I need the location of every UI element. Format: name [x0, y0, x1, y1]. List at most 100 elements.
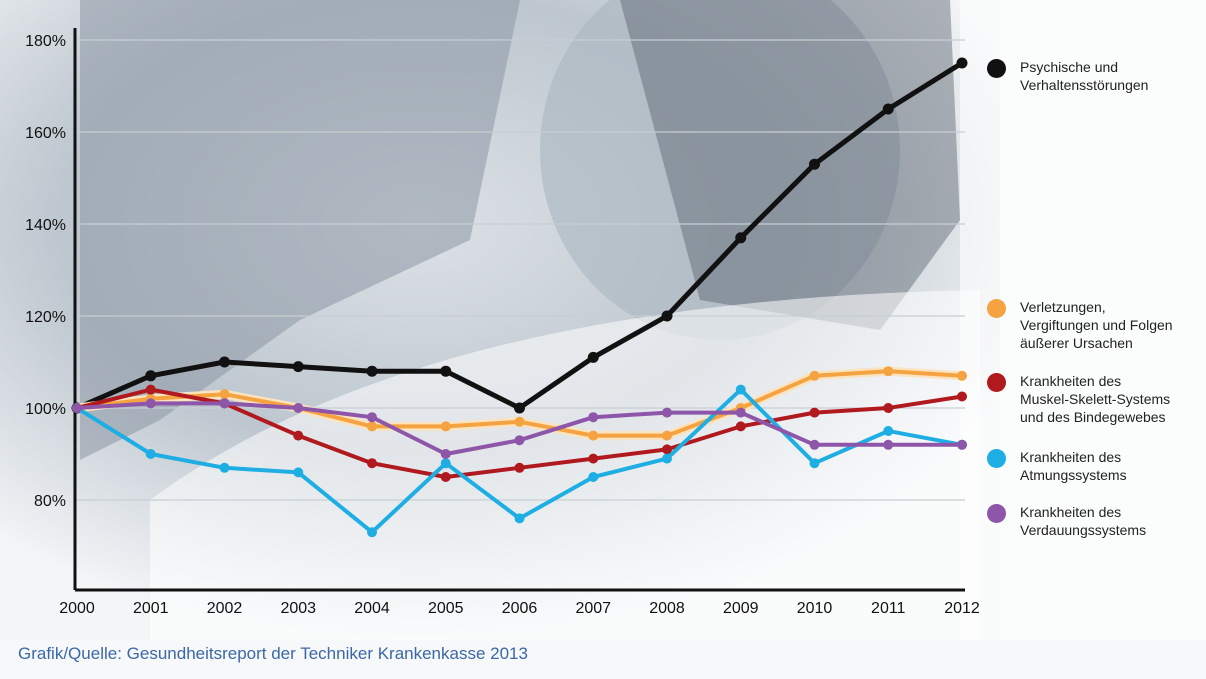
x-tick-label: 2001 — [133, 600, 169, 617]
y-tick-label: 160% — [25, 125, 66, 142]
legend-label: Krankheiten des Verdauungssystems — [1020, 504, 1147, 538]
x-tick-label: 2009 — [723, 600, 759, 617]
data-point — [662, 453, 672, 464]
series-2 — [72, 366, 967, 441]
data-point — [662, 444, 672, 455]
data-point — [367, 527, 377, 538]
y-tick-label: 100% — [25, 401, 66, 418]
series-line — [76, 60, 964, 411]
y-tick-label: 80% — [34, 493, 66, 510]
source-caption: Grafik/Quelle: Gesundheitsreport der Tec… — [18, 644, 528, 663]
data-point — [735, 384, 746, 395]
x-tick-label: 2003 — [280, 600, 316, 617]
data-point — [366, 365, 378, 377]
series-4 — [72, 384, 967, 538]
legend-label: Psychische und Verhaltensstörungen — [1020, 59, 1149, 93]
grid-lines — [75, 39, 965, 501]
legend-marker — [987, 59, 1006, 78]
data-point — [219, 462, 230, 473]
data-point — [145, 449, 156, 459]
x-tick-label: 2006 — [502, 600, 538, 617]
x-tick-label: 2007 — [575, 600, 611, 617]
y-tick-labels: 80% 100% 120% 140% 160% 180% — [25, 33, 66, 510]
data-point — [662, 430, 672, 441]
x-tick-label: 2004 — [354, 600, 390, 617]
data-point — [588, 412, 599, 423]
legend-marker — [987, 373, 1006, 392]
legend-label: Verletzungen, Vergiftungen und Folgen äu… — [1020, 299, 1173, 351]
y-tick-label: 180% — [25, 33, 66, 50]
x-tick-label: 2005 — [428, 600, 464, 617]
axes — [73, 28, 965, 592]
y-tick-label: 140% — [25, 217, 66, 234]
data-point — [588, 430, 599, 441]
x-tick-label: 2000 — [59, 600, 95, 617]
data-point — [883, 366, 894, 377]
data-point — [661, 310, 673, 322]
series-5 — [72, 398, 967, 459]
data-point — [809, 370, 820, 381]
data-point — [219, 389, 230, 400]
x-tick-labels: 2000 2001 2002 2003 2004 2005 2006 2007 2008 2009… — [59, 600, 980, 617]
data-point — [883, 439, 894, 450]
legend-marker — [987, 299, 1006, 318]
legend-marker — [987, 504, 1006, 523]
data-point — [883, 426, 894, 436]
data-point — [72, 403, 82, 413]
data-point — [883, 403, 894, 413]
data-point — [440, 458, 451, 469]
data-point — [440, 365, 452, 377]
data-point — [957, 370, 967, 381]
data-point — [145, 398, 156, 409]
x-tick-label: 2002 — [207, 600, 243, 617]
data-point — [145, 370, 157, 382]
x-tick-label: 2012 — [944, 600, 980, 617]
legend-marker — [987, 449, 1006, 468]
data-point — [219, 356, 230, 368]
data-point — [957, 391, 967, 402]
data-point — [293, 430, 304, 441]
data-point — [587, 351, 599, 363]
data-point — [293, 403, 304, 413]
data-point — [293, 467, 304, 478]
data-point — [809, 458, 820, 469]
x-tick-label: 2011 — [871, 600, 906, 617]
legend-label: Krankheiten des Muskel-Skelett-Systems u… — [1020, 373, 1171, 425]
data-point — [588, 472, 599, 482]
series-lines — [71, 57, 968, 538]
x-tick-label: 2010 — [797, 600, 833, 617]
data-point — [514, 402, 525, 414]
data-point — [514, 513, 525, 524]
data-point — [514, 435, 525, 446]
data-point — [957, 439, 967, 450]
data-point — [367, 458, 377, 469]
data-point — [440, 449, 451, 459]
data-point — [735, 232, 747, 244]
data-point — [367, 412, 377, 423]
series-1 — [71, 57, 968, 414]
data-point — [809, 158, 820, 170]
data-point — [735, 421, 746, 432]
data-point — [882, 103, 894, 115]
data-point — [440, 472, 451, 482]
y-tick-label: 120% — [25, 309, 66, 326]
data-point — [440, 421, 451, 432]
data-point — [662, 407, 672, 418]
data-point — [735, 407, 746, 418]
data-point — [588, 453, 599, 464]
x-tick-label: 2008 — [649, 600, 685, 617]
series-3 — [72, 384, 967, 482]
legend-label: Krankheiten des Atmungssystems — [1020, 449, 1127, 483]
data-point — [514, 416, 525, 427]
data-point — [514, 462, 525, 473]
data-point — [367, 421, 377, 432]
data-point — [219, 398, 230, 409]
data-point — [809, 439, 820, 450]
data-point — [292, 361, 304, 373]
data-point — [809, 407, 820, 418]
data-point — [956, 57, 968, 69]
data-point — [145, 384, 156, 395]
